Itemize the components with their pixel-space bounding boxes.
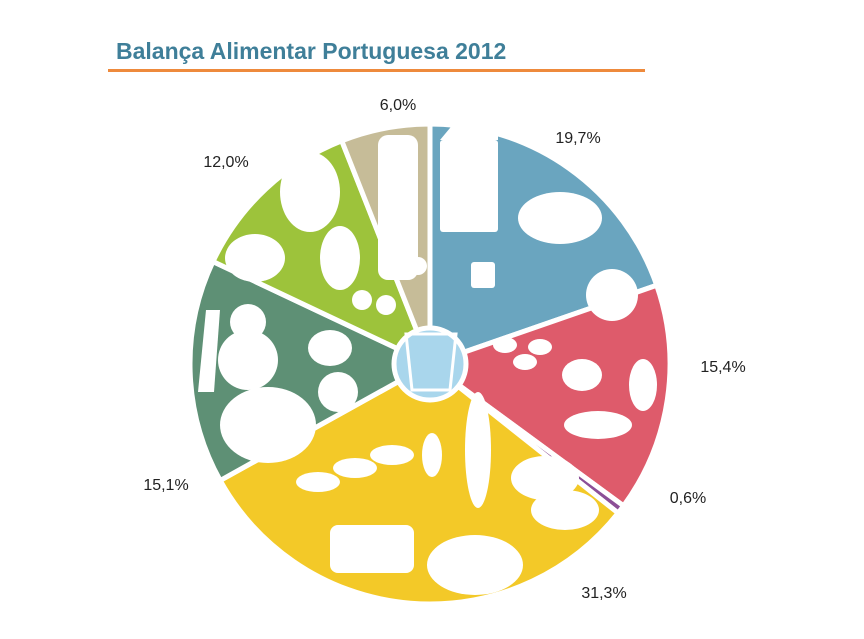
garlic-icon <box>308 330 352 366</box>
cup-icon <box>471 262 495 288</box>
pie-slice-cereals <box>216 361 622 607</box>
milk-carton-icon <box>440 122 498 232</box>
tomato-icon <box>218 330 278 390</box>
onion-icon <box>230 304 266 340</box>
cow-head-icon <box>629 359 657 411</box>
chicken-icon <box>562 359 602 391</box>
eggs-icon <box>493 337 552 370</box>
bread-icon <box>330 525 414 573</box>
chart-title: Balança Alimentar Portuguesa 2012 <box>116 38 507 64</box>
percentage-labels: 19,7% 15,4% 0,6% 31,3% 15,1% 12,0% 6,0% <box>143 97 745 602</box>
rice-bowl-icon <box>427 535 523 595</box>
carrot-icon <box>198 310 220 392</box>
potato-icon <box>511 456 599 530</box>
slice-label-fruit: 12,0% <box>203 154 248 171</box>
apple-icon <box>225 234 285 282</box>
pumpkin-icon <box>318 372 358 412</box>
title-underline <box>108 69 645 72</box>
pig-icon <box>586 269 638 321</box>
slice-label-cereals: 31,3% <box>581 585 626 602</box>
pie-slice-meat-fish-eggs <box>424 282 673 510</box>
slice-label-fats-oils: 6,0% <box>380 97 416 114</box>
cherries-icon <box>352 290 396 315</box>
slice-label-vegetables: 15,1% <box>143 477 188 494</box>
slice-label-pulses: 0,6% <box>670 490 706 507</box>
slice-label-dairy: 19,7% <box>555 130 600 147</box>
slice-label-meat-fish-eggs: 15,4% <box>700 359 745 376</box>
water-glass-icon <box>404 332 458 392</box>
grapes-icon <box>280 152 340 232</box>
olives-icon <box>399 249 427 275</box>
pear-icon <box>320 226 360 290</box>
wheat-icon <box>296 433 442 492</box>
cheese-icon <box>518 192 602 244</box>
oil-bottle-icon <box>378 135 418 280</box>
cabbage-icon <box>220 387 316 463</box>
fish-icon <box>564 411 632 439</box>
corn-icon <box>465 392 491 508</box>
food-icons <box>198 122 657 595</box>
